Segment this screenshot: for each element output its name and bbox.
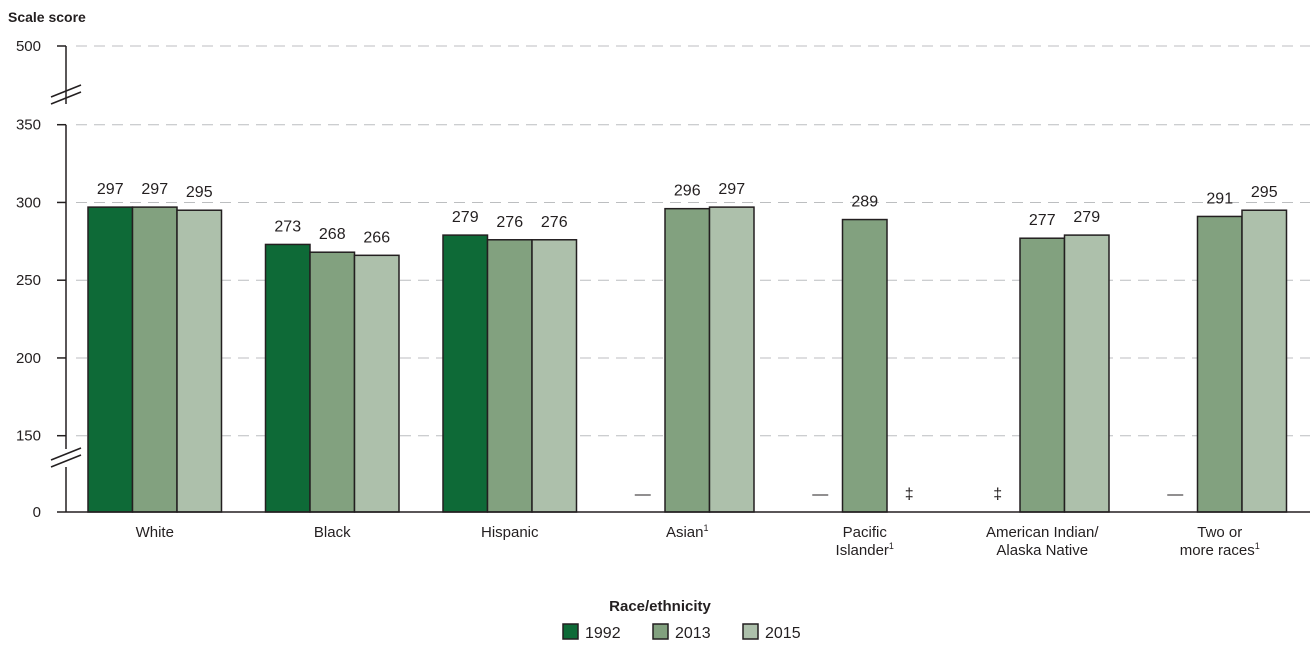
data-label: 266: [363, 229, 390, 246]
y-axis-title: Scale score: [8, 9, 86, 25]
bar: [1063, 234, 1110, 513]
axes: 0 150 200 250 300 350 500: [16, 38, 1310, 521]
data-label: 295: [1251, 184, 1278, 201]
category-label: American Indian/: [986, 524, 1099, 541]
legend-label: 2013: [675, 625, 711, 642]
y-tick-label: 500: [16, 38, 41, 55]
y-tick-label: 250: [16, 272, 41, 289]
axis-break-mark: [50, 454, 82, 468]
data-label: 279: [452, 209, 479, 226]
missing-data-marker: —: [812, 486, 828, 503]
category-labels: White Black Hispanic Asian1 PacificIslander1…: [136, 523, 1260, 559]
data-label: 295: [186, 184, 213, 201]
bar: [309, 251, 356, 513]
missing-data-marker: —: [1167, 486, 1183, 503]
bar: [664, 207, 711, 513]
legend-swatch: [562, 623, 579, 640]
legend-label: 2015: [765, 625, 801, 642]
bar: [1019, 237, 1066, 513]
missing-data-marker: ‡: [993, 486, 1002, 503]
bar: [486, 239, 533, 513]
category-label: Asian1: [666, 523, 709, 541]
bar: [131, 206, 178, 513]
category-label: Pacific: [843, 524, 888, 541]
legend-swatch: [742, 623, 759, 640]
y-tick-label: 300: [16, 194, 41, 211]
data-label: 276: [541, 214, 568, 231]
category-label: Hispanic: [481, 524, 539, 541]
axis-break-mark: [50, 447, 82, 461]
axis-break-mark: [50, 84, 82, 98]
bars: [87, 206, 1288, 513]
data-label: 297: [718, 181, 745, 198]
data-label: 289: [851, 194, 878, 211]
data-label: 291: [1206, 190, 1233, 207]
legend: 1992 2013 2015: [562, 623, 801, 642]
data-label: 268: [319, 226, 346, 243]
missing-data-marker: ‡: [905, 486, 914, 503]
x-axis-title: Race/ethnicity: [609, 598, 711, 615]
bar: [531, 239, 578, 513]
bar: [353, 254, 400, 513]
data-label: 276: [496, 214, 523, 231]
category-label: Black: [314, 524, 351, 541]
legend-swatch: [652, 623, 669, 640]
category-label: Alaska Native: [996, 542, 1088, 559]
category-label: Two or: [1197, 524, 1242, 541]
bar: [442, 234, 489, 513]
y-tick-label: 0: [33, 504, 41, 521]
bar: [264, 243, 311, 513]
y-tick-label: 150: [16, 428, 41, 445]
bar: [708, 206, 755, 513]
bar: [176, 209, 223, 513]
y-tick-label: 200: [16, 350, 41, 367]
data-labels: 297 297 295 273 268 266 279 276 276 — 296 297 — 289 ‡ ‡…: [97, 181, 1278, 503]
bar: [1196, 215, 1243, 513]
legend-label: 1992: [585, 625, 621, 642]
data-label: 297: [141, 181, 168, 198]
missing-data-marker: —: [635, 486, 651, 503]
category-label: more races1: [1180, 541, 1260, 559]
y-tick-label: 350: [16, 117, 41, 134]
bar: [87, 206, 134, 513]
bar: [841, 218, 888, 513]
data-label: 279: [1073, 209, 1100, 226]
bar: [1241, 209, 1288, 513]
axis-break-mark: [50, 91, 82, 105]
category-label: Islander1: [836, 541, 894, 559]
data-label: 296: [674, 183, 701, 200]
data-label: 277: [1029, 212, 1056, 229]
category-label: White: [136, 524, 174, 541]
data-label: 273: [274, 218, 301, 235]
data-label: 297: [97, 181, 124, 198]
